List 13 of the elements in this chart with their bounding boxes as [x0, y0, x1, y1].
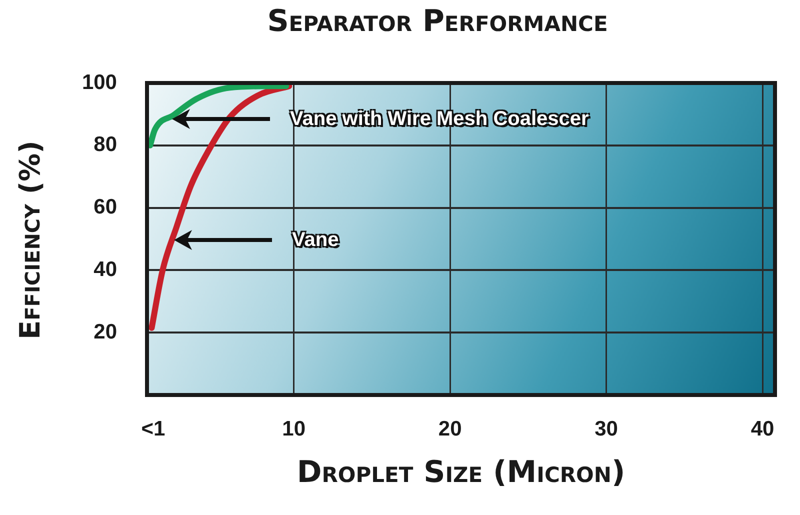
y-tick-label: 100 — [82, 70, 117, 94]
y-tick-label: 20 — [94, 320, 117, 344]
x-tick-label: 10 — [282, 417, 306, 440]
chart-title: Separator Performance — [266, 4, 609, 39]
x-axis-title: Droplet Size (Micron) — [296, 455, 626, 490]
x-tick-label: 20 — [438, 417, 462, 440]
x-tick-label: 40 — [750, 417, 774, 440]
y-tick-label: 60 — [94, 196, 117, 219]
y-tick-label: 80 — [94, 133, 117, 156]
x-tick-label: 30 — [594, 417, 618, 440]
x-tick-label: <1 — [141, 417, 166, 440]
y-axis-title: Efficiency (%) — [14, 140, 46, 340]
y-tick-label: 40 — [94, 258, 117, 281]
